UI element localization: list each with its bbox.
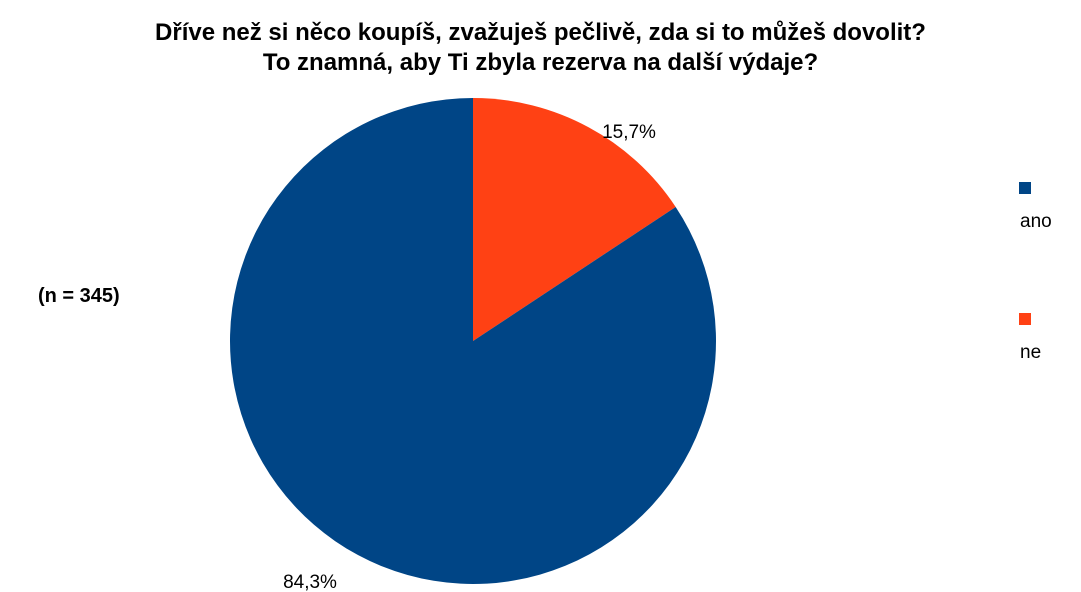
- legend-label-ano: ano: [1020, 211, 1052, 233]
- data-label-ne: 15,7%: [602, 122, 656, 143]
- legend-swatch-ne: [1019, 313, 1031, 325]
- data-label-ano: 84,3%: [283, 572, 337, 592]
- legend-item-ne: ne: [1019, 313, 1041, 364]
- legend-item-ano: ano: [1019, 182, 1052, 233]
- legend-label-ne: ne: [1020, 342, 1041, 364]
- legend-swatch-ano: [1019, 182, 1031, 194]
